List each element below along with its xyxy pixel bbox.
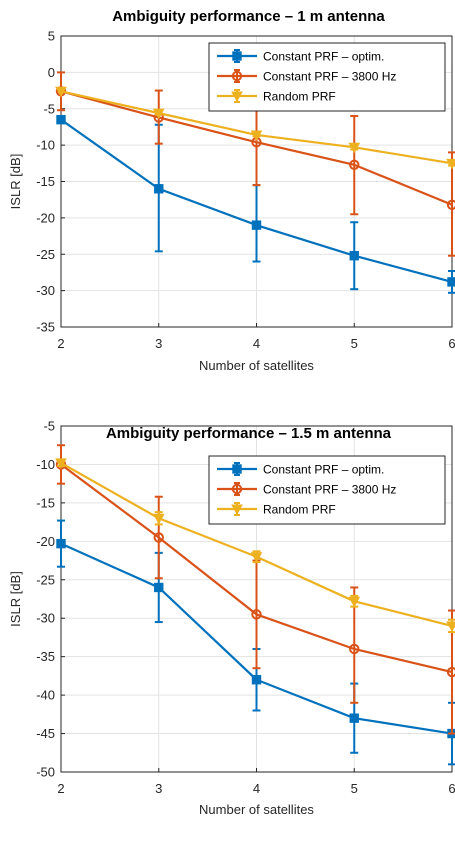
y-tick-label: -25: [36, 247, 55, 262]
data-point: [250, 552, 263, 563]
y-tick-label: 0: [48, 65, 55, 80]
data-point: [251, 220, 262, 230]
chart-title: Ambiguity performance – 1 m antenna: [112, 8, 385, 25]
data-point: [446, 666, 455, 678]
x-tick-label: 3: [155, 781, 162, 796]
y-tick-label: -5: [43, 419, 55, 434]
y-tick-label: -15: [36, 174, 55, 189]
data-point: [447, 277, 455, 287]
x-tick-label: 2: [57, 336, 64, 351]
data-point: [153, 532, 164, 543]
legend: Constant PRF – optim. Constant PRF – 3800…: [208, 42, 446, 112]
legend-marker: [231, 504, 243, 516]
data-point: [250, 130, 263, 141]
data-point: [56, 114, 66, 125]
y-tick-label: -5: [43, 101, 55, 116]
data-point: [251, 609, 262, 620]
y-tick-label: -10: [36, 138, 55, 153]
y-tick-label: -20: [36, 210, 55, 225]
x-axis-label: Number of satellites: [199, 358, 314, 373]
y-tick-label: -25: [36, 572, 55, 587]
x-tick-label: 4: [253, 336, 260, 351]
y-tick-label: -45: [36, 726, 55, 741]
y-tick-label: -30: [36, 611, 55, 626]
legend-marker: [232, 51, 242, 61]
y-tick-label: -50: [36, 765, 55, 780]
x-tick-label: 5: [351, 336, 358, 351]
legend-marker: [231, 70, 243, 82]
y-tick-label: -30: [36, 283, 55, 298]
data-point: [152, 108, 165, 120]
data-point: [154, 582, 164, 593]
data-point: [446, 199, 455, 210]
data-point: [55, 86, 67, 98]
x-tick-label: 2: [57, 781, 64, 796]
y-tick-label: -35: [36, 649, 55, 664]
x-tick-label: 5: [351, 781, 358, 796]
x-tick-label: 3: [155, 336, 162, 351]
y-tick-label: -10: [36, 457, 55, 472]
y-tick-label: -20: [36, 534, 55, 549]
x-axis-label: Number of satellites: [199, 802, 314, 817]
legend-label: Random PRF: [263, 503, 336, 517]
legend-marker: [231, 91, 243, 103]
series-3: [55, 458, 455, 634]
data-point: [349, 251, 359, 261]
y-axis-label: ISLR [dB]: [8, 571, 23, 627]
data-point: [348, 596, 361, 608]
data-point: [55, 458, 67, 469]
data-point: [349, 643, 360, 655]
y-axis-label: ISLR [dB]: [8, 154, 23, 210]
legend-label: Constant PRF – 3800 Hz: [263, 483, 396, 497]
data-point: [154, 184, 164, 194]
data-point: [349, 713, 359, 723]
series-1: [56, 114, 455, 294]
x-tick-label: 4: [253, 781, 260, 796]
legend-label: Constant PRF – optim.: [263, 463, 384, 477]
data-point: [152, 513, 165, 525]
data-point: [251, 675, 262, 685]
legend-marker: [232, 464, 242, 474]
legend-label: Random PRF: [263, 90, 336, 104]
chart-1: 5 0 -5 -10 -15 -20 -25 -30 -352 3 4 5 6 Ambiguity per…: [8, 8, 455, 373]
data-point: [56, 538, 66, 549]
legend-label: Constant PRF – optim.: [263, 50, 384, 64]
x-tick-label: 6: [448, 336, 455, 351]
y-tick-label: -35: [36, 320, 55, 335]
data-point: [348, 142, 361, 154]
y-tick-label: -15: [36, 495, 55, 510]
chart-title: Ambiguity performance – 1.5 m antenna: [106, 425, 392, 442]
legend-label: Constant PRF – 3800 Hz: [263, 70, 396, 84]
x-tick-label: 6: [448, 781, 455, 796]
legend: Constant PRF – optim. Constant PRF – 3800…: [208, 455, 446, 525]
y-tick-label: -40: [36, 688, 55, 703]
series-3: [55, 86, 455, 170]
series-2: [55, 444, 455, 735]
legend-marker: [231, 483, 243, 495]
chart-2: -5 -10 -15 -20 -25 -30 -35 -40 -45 -502 3 4 5 6 Ambigu…: [8, 419, 455, 817]
y-tick-label: 5: [48, 29, 55, 44]
data-point: [349, 159, 360, 170]
